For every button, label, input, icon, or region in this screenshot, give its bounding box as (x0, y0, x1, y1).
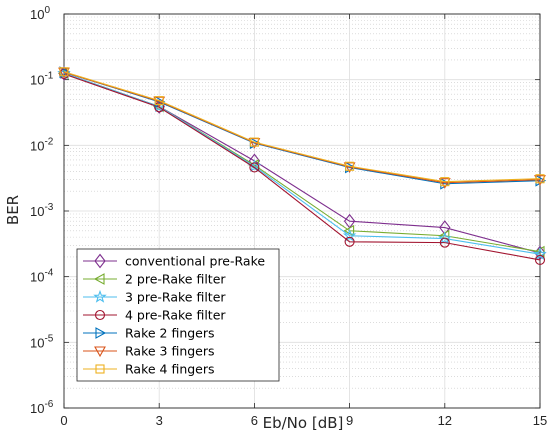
marker-circle (94, 309, 106, 321)
marker-square (345, 161, 355, 171)
x-tick-label: 3 (156, 413, 163, 428)
y-tick-label: 10-1 (30, 71, 54, 88)
marker-circle (344, 236, 355, 247)
legend-label: 3 pre-Rake filter (125, 290, 226, 305)
legend-label: 2 pre-Rake filter (125, 272, 226, 287)
legend-label: conventional pre-Rake (125, 254, 265, 269)
marker-circle (249, 162, 260, 173)
legend: conventional pre-Rake 2 pre-Rake filter 3 … (76, 248, 280, 382)
marker-triangle-down (534, 175, 546, 186)
marker-square (249, 137, 259, 147)
marker-circle (534, 254, 546, 265)
x-tick-label: 15 (533, 413, 547, 428)
x-tick-label: 12 (438, 413, 452, 428)
legend-label: Rake 4 fingers (125, 362, 215, 377)
legend-item: conventional pre-Rake (83, 254, 265, 269)
marker-circle (439, 237, 450, 248)
y-tick-label: 100 (30, 5, 50, 22)
x-tick-label: 9 (346, 413, 353, 428)
series-3 (58, 68, 546, 265)
y-tick-label: 10-2 (30, 136, 54, 153)
marker-diamond (94, 253, 106, 269)
series-6 (59, 67, 545, 187)
legend-item: 3 pre-Rake filter (83, 290, 226, 305)
marker-triangle-down (94, 346, 106, 358)
marker-triangle-left (343, 224, 355, 237)
marker-triangle-right (95, 327, 107, 339)
series-layer (57, 65, 547, 265)
x-tick-label: 6 (251, 413, 258, 428)
marker-triangle-down (343, 162, 356, 173)
marker-star (342, 228, 357, 242)
marker-square (59, 67, 69, 77)
marker-triangle-down (438, 178, 451, 189)
legend-label: 4 pre-Rake filter (125, 308, 226, 323)
marker-square (535, 174, 545, 184)
legend-label: Rake 2 fingers (125, 326, 215, 341)
marker-square (154, 96, 164, 106)
series-line (63, 72, 541, 255)
y-tick-label: 10-4 (30, 268, 54, 285)
legend-item: 2 pre-Rake filter (83, 272, 226, 287)
marker-star (93, 289, 107, 303)
y-axis-label: BER (4, 195, 22, 225)
x-axis-label: Eb/No [dB] (263, 414, 344, 432)
x-tick-label: 0 (60, 413, 67, 428)
marker-square (440, 177, 450, 187)
marker-star (533, 247, 547, 260)
marker-square (95, 364, 105, 374)
series-line (63, 71, 541, 183)
legend-item: 4 pre-Rake filter (83, 308, 226, 323)
y-tick-label: 10-3 (30, 202, 54, 219)
legend-item: Rake 3 fingers (83, 344, 215, 359)
legend-item: Rake 2 fingers (83, 326, 215, 341)
legend-label: Rake 3 fingers (125, 344, 215, 359)
y-tick-label: 10-6 (30, 399, 54, 416)
series-line (63, 73, 541, 261)
legend-item: Rake 4 fingers (83, 362, 215, 377)
marker-triangle-left (93, 273, 105, 285)
marker-star (438, 231, 452, 245)
y-tick-label: 10-5 (30, 333, 54, 350)
